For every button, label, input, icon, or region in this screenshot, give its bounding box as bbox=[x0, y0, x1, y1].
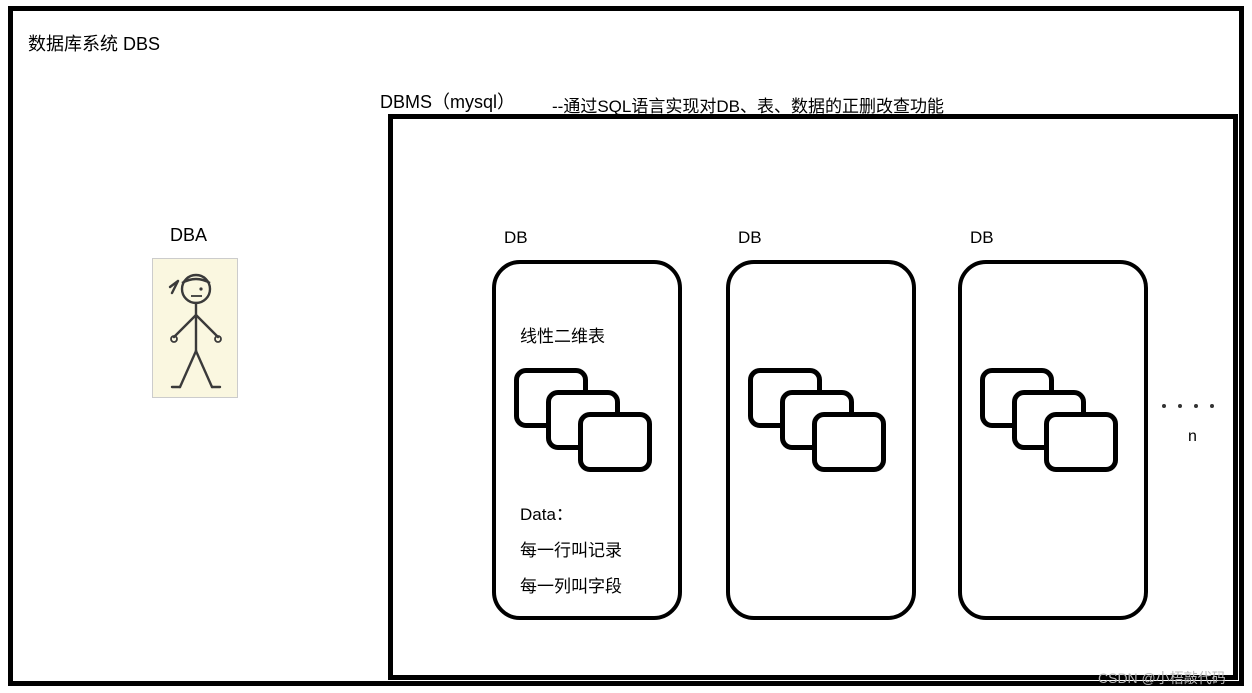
ellipsis-dot bbox=[1178, 404, 1182, 408]
diagram-canvas: 数据库系统 DBS DBA DBMS（mysql） --通过SQL语言实现对DB… bbox=[0, 0, 1252, 693]
table-icon-rect bbox=[812, 412, 886, 472]
ellipsis-n-label: n bbox=[1188, 428, 1197, 446]
db-inner-label: 每一列叫字段 bbox=[520, 572, 622, 597]
dba-label: DBA bbox=[170, 225, 207, 246]
db-label: DB bbox=[738, 228, 762, 248]
db-label: DB bbox=[970, 228, 994, 248]
dbs-title: 数据库系统 DBS bbox=[28, 30, 160, 56]
db-inner-label: 每一行叫记录 bbox=[520, 536, 622, 561]
watermark: CSDN @小梧敲代码 bbox=[1098, 668, 1226, 688]
table-icon-rect bbox=[1044, 412, 1118, 472]
dbms-heading: DBMS（mysql） bbox=[380, 88, 515, 114]
ellipsis-dot bbox=[1210, 404, 1214, 408]
dba-stick-figure bbox=[152, 258, 238, 398]
stick-figure-icon bbox=[153, 259, 239, 399]
table-icon-rect bbox=[578, 412, 652, 472]
ellipsis-dot bbox=[1162, 404, 1166, 408]
db-inner-label: 线性二维表 bbox=[520, 322, 605, 347]
db-label: DB bbox=[504, 228, 528, 248]
db-inner-label: Data： bbox=[520, 500, 573, 525]
ellipsis-dot bbox=[1194, 404, 1198, 408]
